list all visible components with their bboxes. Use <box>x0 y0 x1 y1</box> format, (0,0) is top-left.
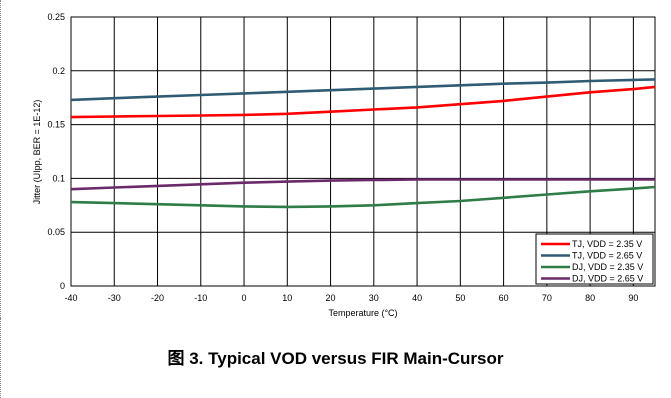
x-tick-label: 20 <box>326 293 336 303</box>
series-line-4 <box>70 178 655 191</box>
page-margin-rule-bottom <box>0 318 2 398</box>
y-tick-label: 0.25 <box>47 12 65 22</box>
x-tick-label: 40 <box>412 293 422 303</box>
series-line-3 <box>70 185 656 209</box>
legend: TJ, VDD = 2.35 VTJ, VDD = 2.65 VDJ, VDD … <box>535 233 654 285</box>
x-tick-label: -40 <box>64 293 77 303</box>
x-tick-label: -10 <box>194 293 207 303</box>
x-tick-label: -20 <box>151 293 164 303</box>
y-tick-label: 0.15 <box>47 120 65 130</box>
legend-label-4: DJ, VDD = 2.65 V <box>572 274 643 284</box>
x-tick-label: 70 <box>542 293 552 303</box>
figure-caption: 图 3. Typical VOD versus FIR Main-Cursor <box>167 349 504 368</box>
y-axis-ticks: 0 0.05 0.1 0.15 0.2 0.25 <box>47 12 65 291</box>
legend-box <box>535 233 654 285</box>
x-tick-label: 10 <box>282 293 292 303</box>
x-axis-ticks: -40 -30 -20 -10 0 10 20 30 40 50 60 70 80 90 <box>64 293 638 303</box>
legend-label-3: DJ, VDD = 2.35 V <box>572 262 643 272</box>
x-tick-label: 30 <box>369 293 379 303</box>
y-tick-label: 0.05 <box>47 227 65 237</box>
x-tick-label: 0 <box>242 293 247 303</box>
y-tick-label: 0 <box>60 281 65 291</box>
legend-label-1: TJ, VDD = 2.35 V <box>572 239 642 249</box>
legend-items: TJ, VDD = 2.35 VTJ, VDD = 2.65 VDJ, VDD … <box>541 239 643 284</box>
plot-area <box>70 16 656 287</box>
x-tick-label: 60 <box>499 293 509 303</box>
y-axis-label: Jitter (UIpp, BER = 1E-12) <box>32 100 42 205</box>
y-tick-label: 0.1 <box>52 173 65 183</box>
series-lines <box>70 78 656 209</box>
x-axis-label: Temperature (°C) <box>328 308 397 318</box>
series-line-1 <box>70 85 656 119</box>
x-tick-label: 80 <box>585 293 595 303</box>
y-tick-label: 0.2 <box>52 66 65 76</box>
legend-label-2: TJ, VDD = 2.65 V <box>572 251 642 261</box>
x-tick-label: 50 <box>455 293 465 303</box>
page-margin-rule-top <box>0 0 2 320</box>
x-tick-label: -30 <box>108 293 121 303</box>
series-line-2 <box>70 78 656 102</box>
x-tick-label: 90 <box>628 293 638 303</box>
